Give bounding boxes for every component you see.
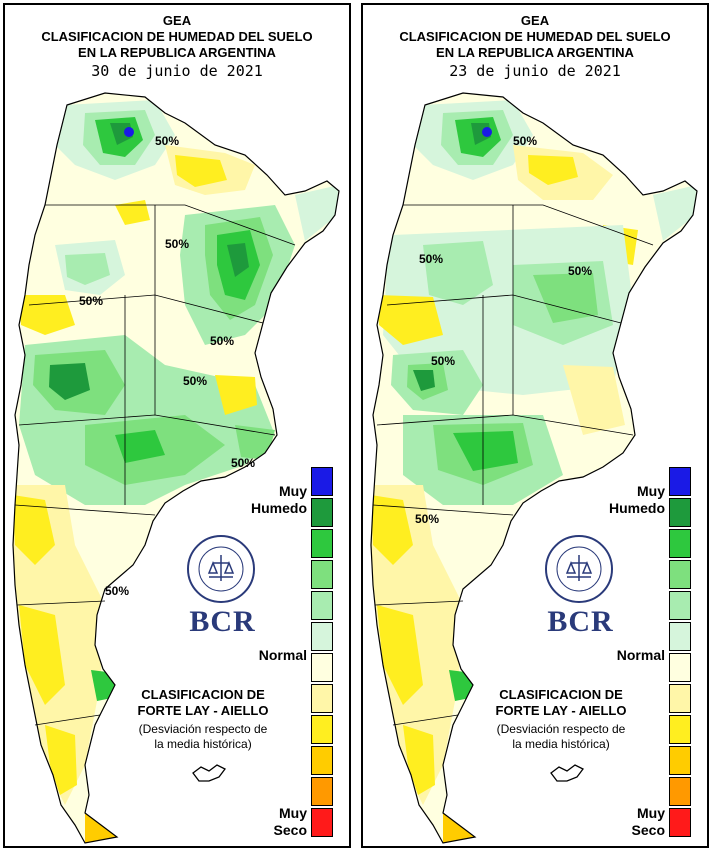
legend-swatch — [311, 777, 333, 806]
panel-header: GEA — [520, 13, 550, 28]
legend-swatch — [311, 808, 333, 837]
legend-label-muy-humedo: Muy Humedo — [609, 483, 665, 516]
legend-swatch — [669, 746, 691, 775]
legend-swatch — [669, 684, 691, 713]
panel-date: 23 de junio de 2021 — [449, 62, 621, 80]
contour-label: 50% — [431, 354, 455, 368]
map-panel-23-junio: GEA CLASIFICACION DE HUMEDAD DEL SUELO E… — [361, 3, 709, 848]
legend-label-normal: Normal — [258, 647, 307, 663]
legend-swatch — [311, 715, 333, 744]
legend-swatch — [669, 591, 691, 620]
contour-label: 50% — [231, 456, 255, 470]
panel-title-line2: EN LA REPUBLICA ARGENTINA — [78, 45, 276, 60]
method-title: CLASIFICACION DE FORTE LAY - AIELLO — [495, 687, 627, 718]
argentina-soil-moisture-map: 50% 50% 50% 50% 50% 50% 50% — [12, 92, 340, 844]
bcr-logo: BCR — [547, 605, 614, 638]
legend-swatch — [669, 808, 691, 837]
legend-swatch — [311, 622, 333, 651]
legend-swatch — [669, 653, 691, 682]
method-title: CLASIFICACION DE FORTE LAY - AIELLO — [137, 687, 269, 718]
legend-swatch — [311, 467, 333, 496]
contour-label: 50% — [183, 374, 207, 388]
map-panel-30-junio: GEA CLASIFICACION DE HUMEDAD DEL SUELO E… — [3, 3, 351, 848]
bcr-seal-icon — [545, 535, 613, 603]
panel-header: GEA — [162, 13, 192, 28]
legend-color-scale — [669, 467, 691, 839]
legend-label-muy-seco: Muy Seco — [631, 805, 665, 838]
malvinas-islands-icon — [192, 764, 226, 782]
contour-label: 50% — [105, 584, 129, 598]
contour-label: 50% — [568, 264, 592, 278]
bcr-logo: BCR — [189, 605, 256, 638]
method-note: (Desviación respecto de la media históric… — [496, 722, 626, 751]
legend-swatch — [311, 653, 333, 682]
legend-label-normal: Normal — [616, 647, 665, 663]
panel-date: 30 de junio de 2021 — [91, 62, 263, 80]
contour-label: 50% — [419, 252, 443, 266]
legend-swatch — [311, 498, 333, 527]
contour-label: 50% — [155, 134, 179, 148]
malvinas-islands-icon — [550, 764, 584, 782]
bcr-seal-icon — [187, 535, 255, 603]
legend-color-scale — [311, 467, 333, 839]
panel-title-line1: CLASIFICACION DE HUMEDAD DEL SUELO — [41, 29, 313, 44]
legend-swatch — [311, 529, 333, 558]
argentina-soil-moisture-map: 50% 50% 50% 50% 50% — [370, 92, 698, 844]
legend-swatch — [669, 560, 691, 589]
panel-title-line1: CLASIFICACION DE HUMEDAD DEL SUELO — [399, 29, 671, 44]
contour-label: 50% — [79, 294, 103, 308]
legend-swatch — [311, 591, 333, 620]
contour-label: 50% — [210, 334, 234, 348]
legend-swatch — [311, 746, 333, 775]
contour-label: 50% — [165, 237, 189, 251]
contour-label: 50% — [513, 134, 537, 148]
legend-label-muy-seco: Muy Seco — [273, 805, 307, 838]
legend-swatch — [311, 684, 333, 713]
contour-label: 50% — [415, 512, 439, 526]
legend-swatch — [669, 498, 691, 527]
legend-swatch — [669, 622, 691, 651]
legend-swatch — [311, 560, 333, 589]
panel-title-line2: EN LA REPUBLICA ARGENTINA — [436, 45, 634, 60]
method-note: (Desviación respecto de la media históric… — [138, 722, 268, 751]
legend-swatch — [669, 777, 691, 806]
legend-swatch — [669, 715, 691, 744]
legend-swatch — [669, 529, 691, 558]
legend-label-muy-humedo: Muy Humedo — [251, 483, 307, 516]
legend-swatch — [669, 467, 691, 496]
